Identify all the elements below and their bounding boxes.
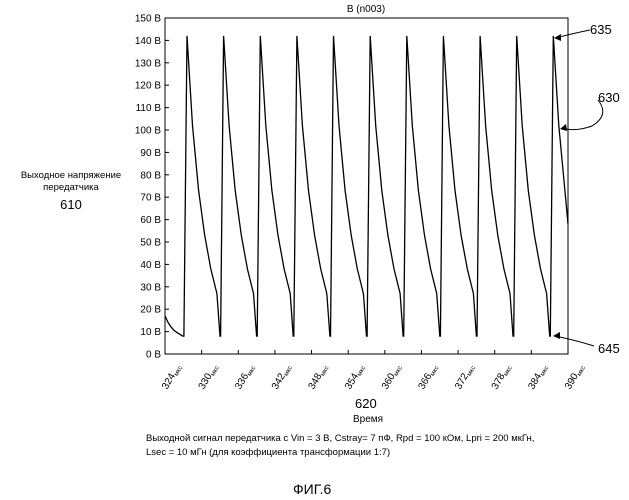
ref-630: 630 — [598, 90, 620, 105]
arrowhead-630 — [560, 124, 567, 131]
figure-label: ФИГ.6 — [293, 481, 332, 497]
x-axis-ticks: 324мкс 330мкс 336мкс 342мкс 348мкс 354мкс 360м… — [160, 350, 588, 392]
y-axis-label-line1: Выходное напряжение — [20, 170, 122, 181]
y-tick-label: 60 В — [140, 215, 161, 226]
y-tick-label: 150 В — [135, 14, 161, 25]
x-tick-label: 324мкс — [160, 362, 184, 392]
chart-title: В (n003) — [347, 4, 385, 15]
x-tick-label: 366мкс — [417, 362, 441, 392]
caption-line1: Выходной сигнал передатчика с Vin = 3 В,… — [146, 433, 535, 444]
y-tick-label: 30 В — [140, 282, 161, 293]
y-tick-label: 50 В — [140, 238, 161, 249]
arrowhead-635 — [554, 34, 561, 41]
x-tick-label: 378мкс — [490, 362, 514, 392]
caption-line2: Lsec = 10 мГн (для коэффициента трансфор… — [146, 447, 391, 458]
y-tick-label: 0 В — [146, 350, 161, 361]
x-tick-label: 342мкс — [270, 362, 294, 392]
y-axis-ticks: 0 В 10 В 20 В 30 В 40 В 50 В 60 В 70 В 80 В 90 В 1… — [135, 14, 169, 361]
y-axis-label-line2: передатчика — [43, 182, 99, 193]
caption: Выходной сигнал передатчика с Vin = 3 В,… — [146, 432, 534, 460]
y-axis-ref: 610 — [60, 197, 82, 212]
y-tick-label: 70 В — [140, 193, 161, 204]
x-axis-ref: 620 — [355, 396, 377, 411]
arrowhead-645 — [553, 332, 560, 339]
y-tick-label: 110 В — [136, 103, 162, 114]
y-tick-label: 90 В — [140, 148, 161, 159]
y-tick-label: 120 В — [135, 81, 161, 92]
leader-630 — [561, 99, 604, 131]
x-tick-label: 330мкс — [197, 362, 221, 392]
y-tick-label: 10 В — [140, 327, 161, 338]
leader-635 — [555, 29, 591, 39]
x-tick-label: 336мкс — [233, 362, 257, 392]
x-tick-label: 348мкс — [307, 362, 331, 392]
y-axis-label: Выходное напряжение передатчика 610 — [0, 170, 142, 211]
y-tick-label: 80 В — [140, 170, 161, 181]
series-line — [164, 35, 569, 337]
y-tick-label: 130 В — [135, 58, 161, 69]
ref-635: 635 — [590, 22, 612, 37]
y-tick-label: 140 В — [135, 36, 161, 47]
x-axis-label: Время — [353, 414, 384, 425]
x-tick-label: 390мкс — [563, 362, 587, 392]
x-tick-label: 372мкс — [453, 362, 477, 392]
y-tick-label: 100 В — [135, 126, 161, 137]
x-tick-label: 360мкс — [380, 362, 404, 392]
ref-645: 645 — [598, 341, 620, 356]
plot-frame — [164, 17, 569, 355]
y-tick-label: 40 В — [140, 260, 161, 271]
leader-645 — [554, 335, 595, 347]
x-tick-label: 354мкс — [343, 362, 367, 392]
y-tick-label: 20 В — [140, 305, 161, 316]
x-tick-label: 384мкс — [526, 362, 550, 392]
